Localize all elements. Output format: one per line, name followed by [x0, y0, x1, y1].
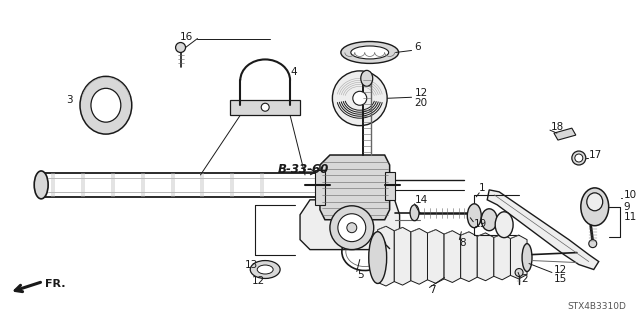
Text: 16: 16 — [180, 32, 193, 41]
Text: STX4B3310D: STX4B3310D — [568, 302, 627, 311]
Ellipse shape — [410, 205, 419, 221]
Ellipse shape — [34, 171, 48, 199]
Text: FR.: FR. — [45, 279, 66, 289]
Ellipse shape — [341, 41, 399, 63]
Ellipse shape — [587, 193, 603, 211]
Text: 14: 14 — [415, 195, 428, 205]
Text: 2: 2 — [521, 274, 528, 285]
Text: B-33-60: B-33-60 — [278, 163, 330, 176]
Polygon shape — [200, 173, 204, 197]
Ellipse shape — [575, 154, 583, 162]
Text: 12: 12 — [415, 88, 428, 98]
Polygon shape — [260, 173, 264, 197]
Ellipse shape — [175, 42, 186, 52]
Ellipse shape — [572, 151, 586, 165]
Text: 13: 13 — [245, 260, 259, 270]
Polygon shape — [494, 234, 511, 280]
Polygon shape — [477, 233, 494, 281]
Text: 12: 12 — [252, 277, 266, 286]
Text: 3: 3 — [66, 95, 73, 105]
Polygon shape — [487, 190, 599, 270]
Polygon shape — [300, 200, 399, 249]
Ellipse shape — [351, 46, 388, 59]
Ellipse shape — [353, 91, 367, 105]
Ellipse shape — [369, 232, 387, 284]
Text: 5: 5 — [356, 271, 364, 280]
Polygon shape — [378, 226, 394, 286]
Text: 4: 4 — [290, 67, 297, 78]
Text: 11: 11 — [623, 212, 637, 222]
Polygon shape — [461, 232, 477, 282]
Text: 12: 12 — [554, 264, 567, 275]
Polygon shape — [141, 173, 145, 197]
Ellipse shape — [495, 212, 513, 238]
Ellipse shape — [467, 204, 481, 228]
Polygon shape — [385, 172, 395, 200]
Polygon shape — [315, 170, 325, 205]
Text: 10: 10 — [623, 190, 637, 200]
Polygon shape — [511, 235, 527, 279]
Ellipse shape — [257, 265, 273, 274]
Text: 7: 7 — [429, 286, 436, 295]
Circle shape — [330, 206, 374, 249]
Polygon shape — [554, 128, 576, 140]
Polygon shape — [230, 100, 300, 115]
Polygon shape — [171, 173, 175, 197]
Polygon shape — [394, 227, 411, 285]
Circle shape — [338, 214, 365, 241]
Text: 18: 18 — [551, 122, 564, 132]
Ellipse shape — [515, 269, 523, 277]
Text: 15: 15 — [554, 274, 567, 285]
Ellipse shape — [91, 88, 121, 122]
Text: 6: 6 — [415, 42, 421, 53]
Ellipse shape — [522, 244, 532, 271]
Text: 1: 1 — [479, 183, 486, 193]
Ellipse shape — [589, 240, 596, 248]
Text: 9: 9 — [623, 202, 630, 212]
Polygon shape — [411, 228, 428, 284]
Ellipse shape — [361, 70, 372, 86]
Ellipse shape — [481, 209, 497, 231]
Polygon shape — [230, 173, 234, 197]
Text: 8: 8 — [460, 238, 466, 248]
Text: 20: 20 — [415, 98, 428, 108]
Ellipse shape — [261, 103, 269, 111]
Polygon shape — [111, 173, 115, 197]
Polygon shape — [428, 230, 444, 283]
Text: 19: 19 — [474, 219, 488, 229]
Polygon shape — [51, 173, 55, 197]
Ellipse shape — [80, 76, 132, 134]
Polygon shape — [444, 231, 461, 282]
Polygon shape — [81, 173, 85, 197]
Polygon shape — [320, 155, 390, 220]
Circle shape — [347, 223, 356, 233]
Text: 17: 17 — [589, 150, 602, 160]
Ellipse shape — [581, 188, 609, 226]
Ellipse shape — [332, 71, 387, 126]
Ellipse shape — [250, 261, 280, 278]
